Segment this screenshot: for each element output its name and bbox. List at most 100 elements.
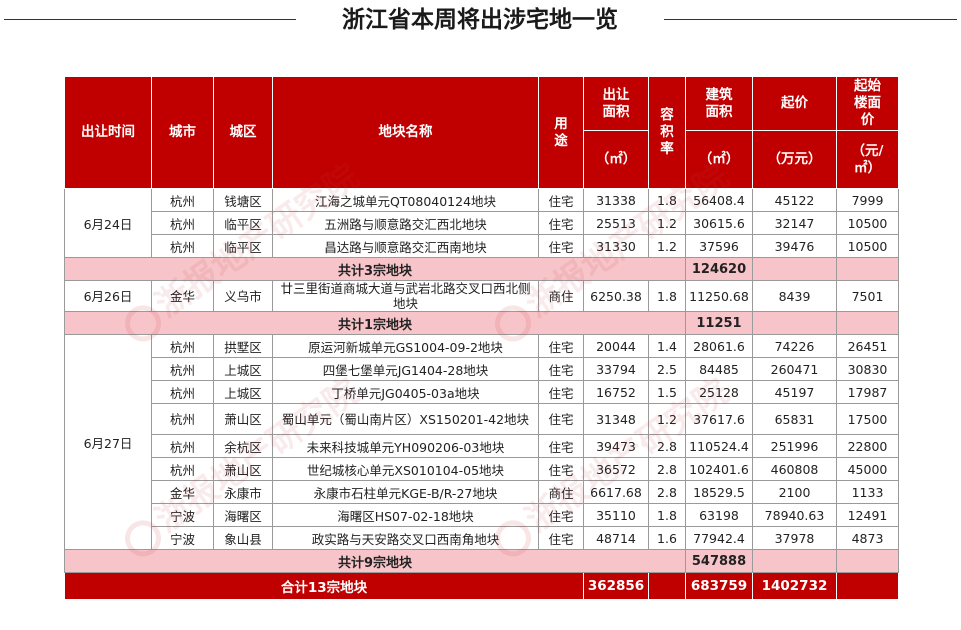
cell-area: 31348 <box>583 403 649 435</box>
cell-start-price: 45122 <box>752 188 837 212</box>
cell-build-area: 25128 <box>685 380 753 404</box>
cell-plot-name: 四堡七堡单元JG1404-28地块 <box>272 357 539 381</box>
cell-far: 1.6 <box>648 526 686 550</box>
cell-usage: 商住 <box>538 480 584 504</box>
cell-floor-price: 10500 <box>836 211 899 235</box>
cell-city: 宁波 <box>151 503 214 527</box>
cell-usage: 住宅 <box>538 334 584 358</box>
cell-build-area: 28061.6 <box>685 334 753 358</box>
cell-usage: 住宅 <box>538 211 584 235</box>
table-row: 杭州 上城区 四堡七堡单元JG1404-28地块 住宅 33794 2.5 84485 260… <box>65 357 899 381</box>
subtotal-build-area: 11251 <box>685 311 753 335</box>
cell-build-area: 110524.4 <box>685 434 753 458</box>
total-area: 362856 <box>583 572 649 600</box>
cell-far: 2.8 <box>648 457 686 481</box>
total-build-area: 683759 <box>685 572 753 600</box>
cell-far: 1.4 <box>648 334 686 358</box>
cell-area: 35110 <box>583 503 649 527</box>
cell-area: 48714 <box>583 526 649 550</box>
total-empty <box>836 572 899 600</box>
cell-usage: 住宅 <box>538 434 584 458</box>
subtotal-label: 共计9宗地块 <box>64 549 686 573</box>
cell-far: 2.8 <box>648 434 686 458</box>
cell-plot-name: 五洲路与顺意路交汇西北地块 <box>272 211 539 235</box>
table-row: 杭州 上城区 丁桥单元JG0405-03a地块 住宅 16752 1.5 25128 4519… <box>65 380 899 404</box>
cell-far: 1.2 <box>648 403 686 435</box>
header-start-price-unit: （万元） <box>752 130 837 189</box>
cell-plot-name: 廿三里街道商城大道与武岩北路交叉口西北侧地块 <box>272 280 539 312</box>
cell-district: 上城区 <box>213 357 273 381</box>
cell-far: 1.8 <box>648 188 686 212</box>
cell-build-area: 56408.4 <box>685 188 753 212</box>
title-rule-right <box>664 19 957 20</box>
cell-floor-price: 7501 <box>836 280 899 312</box>
cell-date: 6月26日 <box>64 280 152 312</box>
cell-area: 33794 <box>583 357 649 381</box>
table-row: 6月26日 金华 义乌市 廿三里街道商城大道与武岩北路交叉口西北侧地块 商住 6250.3… <box>64 280 899 312</box>
subtotal-empty <box>752 257 837 281</box>
page-title: 浙江省本周将出涉宅地一览 <box>342 7 618 33</box>
cell-floor-price: 22800 <box>836 434 899 458</box>
header-floor-price-unit: （元/㎡） <box>836 130 899 189</box>
cell-plot-name: 丁桥单元JG0405-03a地块 <box>272 380 539 404</box>
cell-usage: 住宅 <box>538 403 584 435</box>
cell-district: 萧山区 <box>213 457 273 481</box>
cell-area: 39473 <box>583 434 649 458</box>
cell-build-area: 11250.68 <box>685 280 753 312</box>
cell-plot-name: 世纪城核心单元XS010104-05地块 <box>272 457 539 481</box>
cell-city: 杭州 <box>151 188 214 212</box>
subtotal-build-area: 547888 <box>685 549 753 573</box>
cell-area: 6617.68 <box>583 480 649 504</box>
cell-city: 杭州 <box>151 403 214 435</box>
cell-floor-price: 45000 <box>836 457 899 481</box>
cell-date: 6月24日 <box>64 188 152 258</box>
table-row: 6月27日 杭州 拱墅区 原运河新城单元GS1004-09-2地块 住宅 20044 1.4… <box>64 334 899 550</box>
cell-city: 金华 <box>151 480 214 504</box>
cell-usage: 住宅 <box>538 188 584 212</box>
cell-floor-price: 1133 <box>836 480 899 504</box>
header-floor-price: 起始楼面价 <box>836 76 899 131</box>
cell-build-area: 84485 <box>685 357 753 381</box>
cell-build-area: 37596 <box>685 234 753 258</box>
cell-usage: 商住 <box>538 280 584 312</box>
cell-city: 杭州 <box>151 434 214 458</box>
header-plot-name: 地块名称 <box>272 76 539 189</box>
subtotal-empty <box>752 311 837 335</box>
cell-far: 1.2 <box>648 234 686 258</box>
subtotal-row: 共计9宗地块 547888 <box>64 549 899 573</box>
cell-far: 1.8 <box>648 503 686 527</box>
cell-build-area: 18529.5 <box>685 480 753 504</box>
cell-city: 杭州 <box>151 234 214 258</box>
header-district: 城区 <box>213 76 273 189</box>
cell-floor-price: 4873 <box>836 526 899 550</box>
cell-floor-price: 17987 <box>836 380 899 404</box>
cell-area: 36572 <box>583 457 649 481</box>
cell-start-price: 39476 <box>752 234 837 258</box>
cell-plot-name: 海曙区HS07-02-18地块 <box>272 503 539 527</box>
cell-far: 2.8 <box>648 480 686 504</box>
cell-district: 义乌市 <box>213 280 273 312</box>
cell-area: 31330 <box>583 234 649 258</box>
cell-district: 象山县 <box>213 526 273 550</box>
cell-start-price: 460808 <box>752 457 837 481</box>
cell-floor-price: 10500 <box>836 234 899 258</box>
cell-area: 16752 <box>583 380 649 404</box>
cell-usage: 住宅 <box>538 526 584 550</box>
table-row: 杭州 临平区 昌达路与顺意路交汇西南地块 住宅 31330 1.2 37596 39476 10… <box>65 234 899 258</box>
cell-build-area: 37617.6 <box>685 403 753 435</box>
cell-district: 海曙区 <box>213 503 273 527</box>
cell-start-price: 74226 <box>752 334 837 358</box>
cell-district: 永康市 <box>213 480 273 504</box>
cell-plot-name: 蜀山单元（蜀山南片区）XS150201-42地块 <box>272 403 539 435</box>
cell-far: 1.8 <box>648 280 686 312</box>
cell-district: 上城区 <box>213 380 273 404</box>
table-body: 6月24日 杭州 钱塘区 江海之城单元QT08040124地块 住宅 31338 1.8 56… <box>64 188 899 600</box>
table-row: 杭州 萧山区 蜀山单元（蜀山南片区）XS150201-42地块 住宅 31348 1.2 3… <box>65 403 899 435</box>
cell-usage: 住宅 <box>538 457 584 481</box>
subtotal-row: 共计1宗地块 11251 <box>64 311 899 335</box>
subtotal-build-area: 124620 <box>685 257 753 281</box>
cell-start-price: 65831 <box>752 403 837 435</box>
cell-district: 临平区 <box>213 234 273 258</box>
cell-area: 20044 <box>583 334 649 358</box>
table-row: 宁波 海曙区 海曙区HS07-02-18地块 住宅 35110 1.8 63198 78940… <box>65 503 899 527</box>
